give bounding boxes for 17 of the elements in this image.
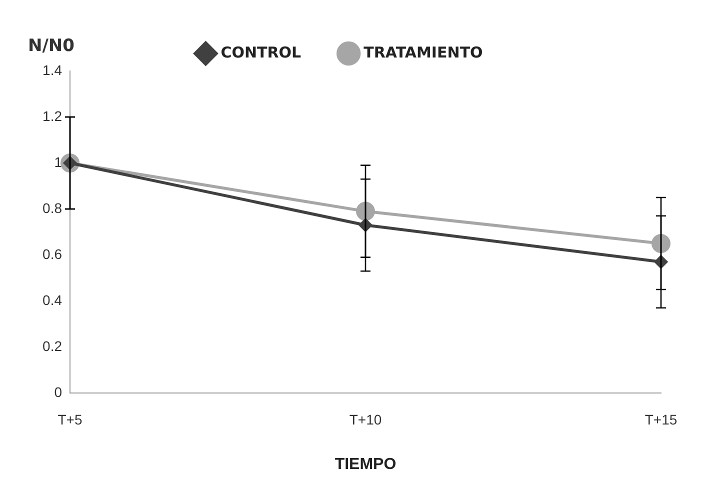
y-tick-label: 1.2 <box>42 108 62 124</box>
y-axis-title: N/N0 <box>28 36 74 56</box>
y-tick-label: 0.8 <box>42 200 62 216</box>
legend-label: CONTROL <box>220 43 302 62</box>
y-tick-label: 0.2 <box>42 338 62 354</box>
point <box>356 202 375 221</box>
y-tick-label: 1.4 <box>42 62 62 78</box>
y-tick-label: 0 <box>54 384 62 400</box>
legend-label: TRATAMIENTO <box>364 43 483 62</box>
point <box>652 234 670 253</box>
x-axis-title: TIEMPO <box>334 456 396 473</box>
y-tick-label: 0.4 <box>42 292 62 308</box>
y-tick-label: 0.6 <box>42 246 62 262</box>
x-tick-label: T+5 <box>58 411 82 428</box>
y-tick-label: 1 <box>54 154 62 170</box>
x-tick-label: T+10 <box>349 411 382 428</box>
x-tick-label: T+15 <box>644 411 678 428</box>
